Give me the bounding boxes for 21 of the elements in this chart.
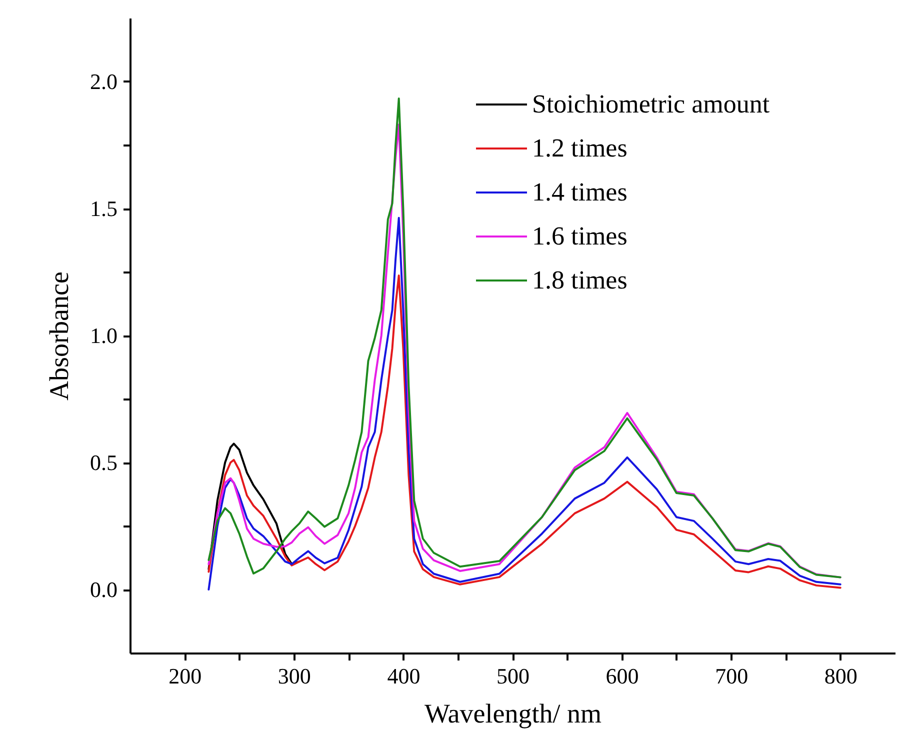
x-tick-label: 700 (715, 664, 748, 688)
y-tick-label: 0.0 (90, 577, 118, 602)
legend-label: Stoichiometric amount (532, 90, 770, 118)
legend-label: 1.8 times (532, 266, 628, 294)
x-tick-label: 300 (278, 664, 311, 688)
x-tick-label: 800 (824, 664, 858, 688)
x-tick-label: 200 (168, 664, 202, 688)
y-tick-label: 1.0 (90, 323, 118, 348)
legend-label: 1.4 times (532, 178, 628, 206)
y-axis-title: Absorbance (44, 272, 74, 400)
line-series (208, 216, 842, 590)
legend-label: 1.2 times (532, 134, 628, 162)
x-tick-label: 500 (496, 664, 530, 688)
y-tick-label: 2.0 (90, 69, 118, 94)
legend-label: 1.6 times (532, 222, 628, 250)
x-axis-title: Wavelength/ nm (424, 698, 602, 728)
x-tick-label: 400 (387, 664, 420, 688)
x-tick-label: 600 (606, 664, 639, 688)
y-tick-label: 1.5 (90, 196, 118, 221)
y-tick-label: 0.5 (90, 450, 118, 475)
line-series (208, 442, 300, 570)
